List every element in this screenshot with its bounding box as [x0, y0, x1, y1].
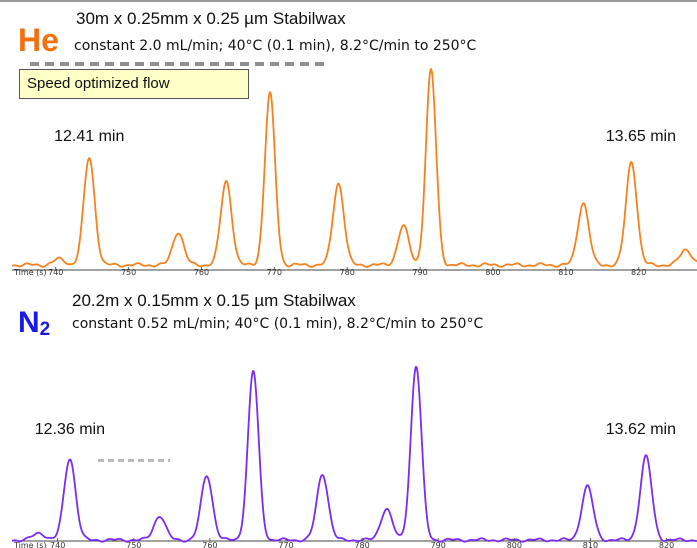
he-tick-label: 810 [558, 268, 573, 277]
n2-tick-label: 810 [583, 541, 598, 548]
obscured-text [30, 62, 330, 66]
n2-tick-label: 800 [507, 541, 522, 548]
he-tick-label: 750 [121, 268, 136, 277]
he-conditions: constant 2.0 mL/min; 40°C (0.1 min), 8.2… [74, 38, 477, 54]
he-tick-label: 820 [631, 268, 646, 277]
n2-retention-label-1: 13.62 min [606, 421, 676, 438]
he-tick-label: 740 [48, 268, 63, 277]
n2-tick-label: 740 [50, 541, 65, 548]
gas-label-he: He [18, 22, 59, 58]
n2-tick-label: 770 [278, 541, 293, 548]
he-tick-label: 760 [194, 268, 209, 277]
he-tick-label: 800 [485, 268, 500, 277]
he-retention-label-1: 13.65 min [606, 128, 676, 145]
n2-trace-line [11, 365, 697, 543]
top-border [0, 0, 697, 2]
n2-conditions: constant 0.52 mL/min; 40°C (0.1 min), 8.… [72, 316, 484, 332]
he-trace-line [11, 68, 697, 268]
speed-optimized-callout: Speed optimized flow [19, 69, 249, 99]
n2-retention-label-0: 12.36 min [35, 421, 105, 438]
he-tick-label: 790 [412, 268, 427, 277]
n2-x-axis-label: Time (s) [13, 541, 47, 548]
n2-tick-label: 790 [431, 541, 446, 548]
he-tick-label: 770 [267, 268, 282, 277]
he-x-axis-label: Time (s) [13, 268, 47, 277]
n2-tick-label: 760 [202, 541, 217, 548]
n2-tick-label: 780 [354, 541, 369, 548]
n2-tick-label: 820 [659, 541, 674, 548]
faint-text [98, 459, 170, 462]
gas-label-n2: N2 [18, 306, 51, 340]
n2-column-title: 20.2m x 0.15mm x 0.15 µm Stabilwax [72, 291, 356, 310]
he-column-title: 30m x 0.25mm x 0.25 µm Stabilwax [76, 9, 346, 28]
he-tick-label: 780 [340, 268, 355, 277]
he-retention-label-0: 12.41 min [54, 128, 124, 145]
n2-tick-label: 750 [126, 541, 141, 548]
